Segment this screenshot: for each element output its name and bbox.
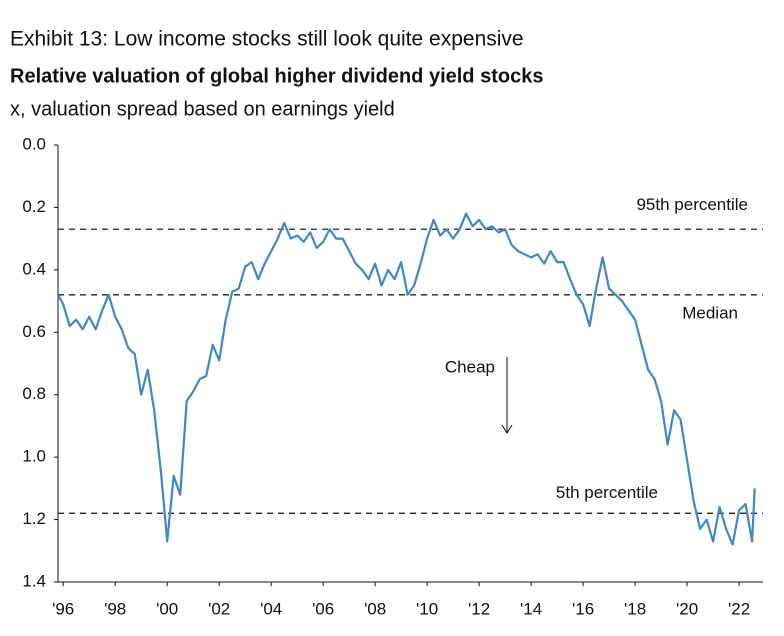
x-tick-label: '20 [676,599,698,618]
x-tick-label: '04 [260,599,282,618]
y-tick-label: 0.4 [22,259,46,278]
reference-label: 95th percentile [636,195,748,214]
y-tick-label: 1.4 [22,571,46,590]
annotation: Cheap [445,357,495,376]
x-tick-label: '06 [312,599,334,618]
chart-subtitle: Relative valuation of global higher divi… [10,65,543,87]
x-tick-label: '16 [572,599,594,618]
x-tick-label: '18 [624,599,646,618]
chart-title: Exhibit 13: Low income stocks still look… [10,28,524,51]
y-tick-label: 1.0 [22,447,46,466]
y-tick-label: 0.8 [22,384,46,403]
x-tick-label: '14 [520,599,542,618]
y-tick-label: 0.2 [22,197,46,216]
x-tick-label: '98 [104,599,126,618]
x-tick-label: '02 [208,599,230,618]
x-tick-label: '08 [364,599,386,618]
x-tick-label: '96 [52,599,74,618]
y-tick-label: 0.0 [22,134,46,153]
x-tick-label: '00 [156,599,178,618]
x-tick-label: '22 [728,599,750,618]
x-tick-label: '10 [416,599,438,618]
reference-label: Median [682,303,738,322]
x-tick-label: '12 [468,599,490,618]
y-tick-label: 0.6 [22,322,46,341]
data-line [57,212,756,546]
y-axis-label: x, valuation spread based on earnings yi… [10,98,395,120]
arrow-head [501,424,513,434]
reference-label: 5th percentile [556,483,658,502]
y-tick-label: 1.2 [22,509,46,528]
